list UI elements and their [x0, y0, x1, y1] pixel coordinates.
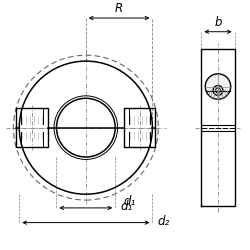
- Text: d₁: d₁: [123, 195, 135, 208]
- Text: b: b: [214, 16, 222, 29]
- Text: R: R: [115, 2, 123, 15]
- Text: d₂: d₂: [157, 215, 170, 228]
- Text: d₁: d₁: [120, 200, 132, 213]
- Circle shape: [205, 74, 231, 99]
